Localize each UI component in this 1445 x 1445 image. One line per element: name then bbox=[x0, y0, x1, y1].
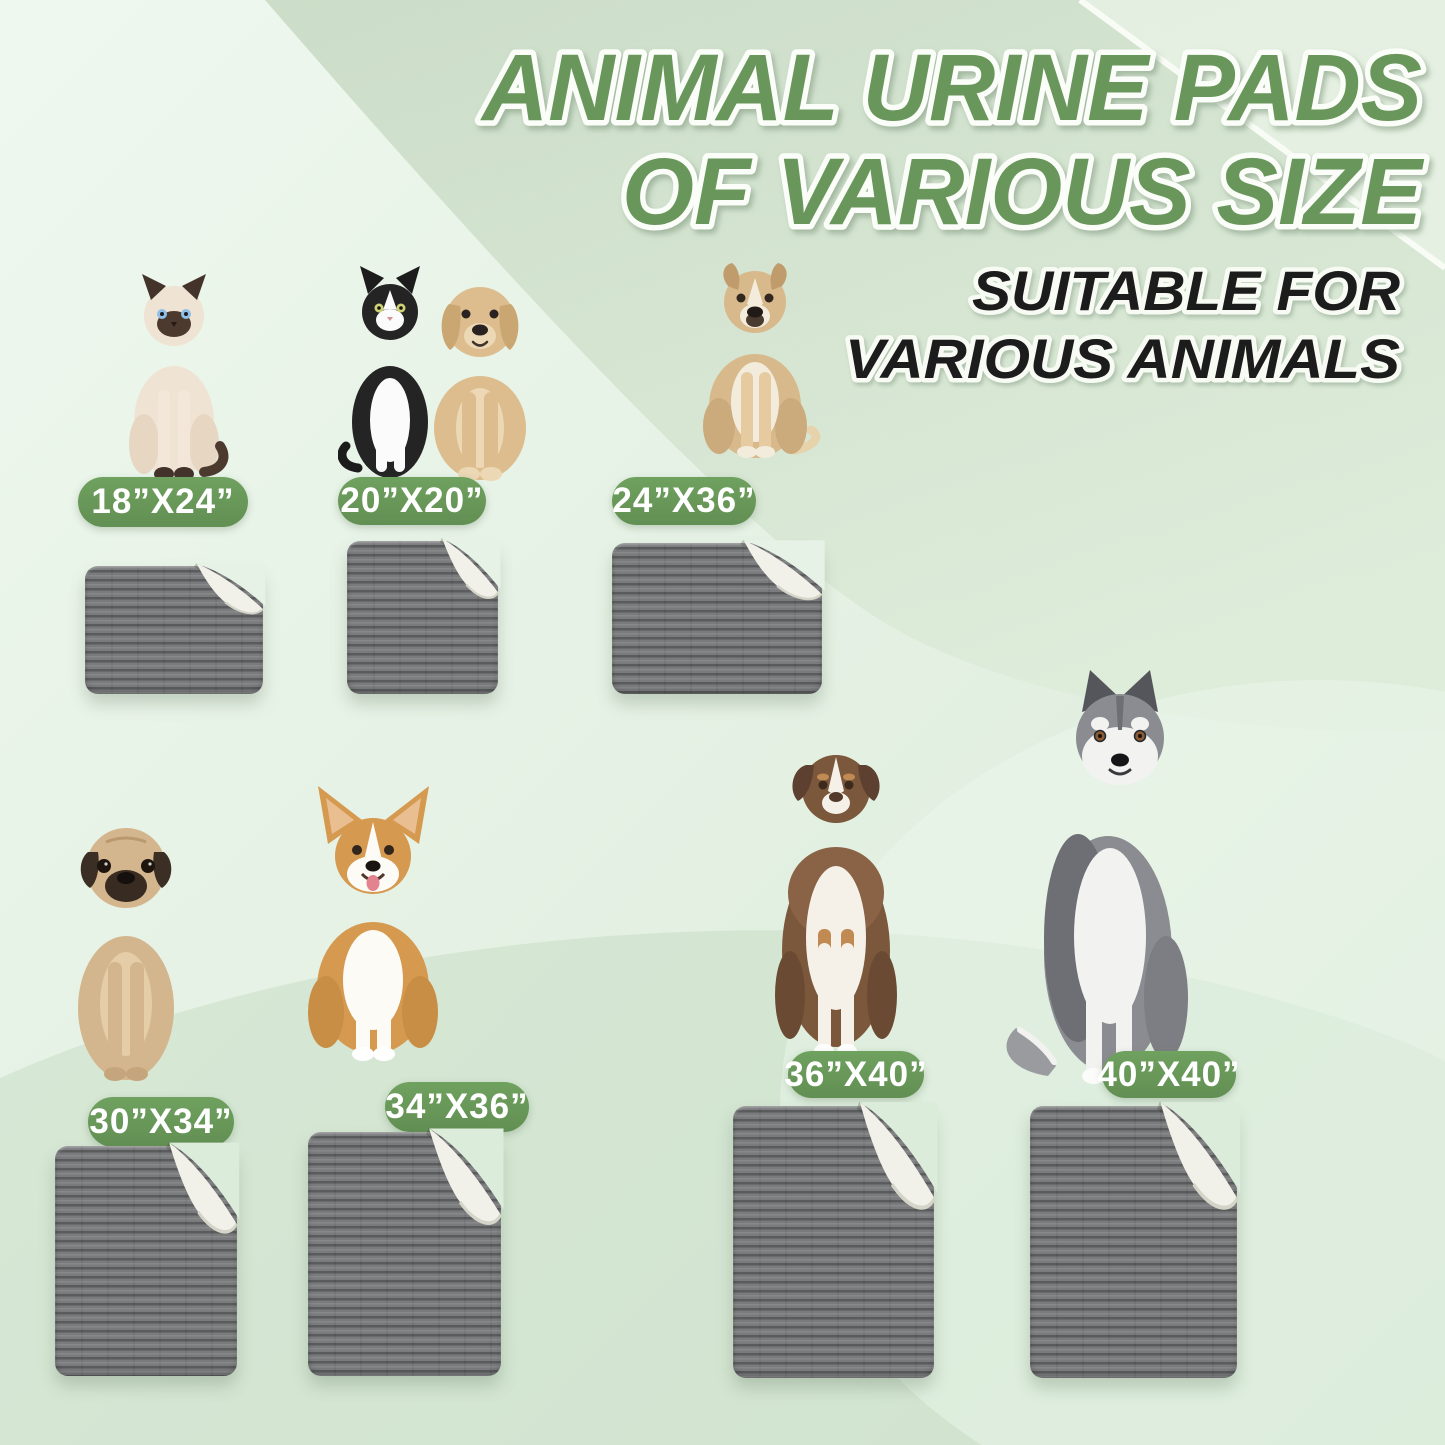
subtitle-line1: SUITABLE FOR bbox=[972, 259, 1401, 322]
folded-corner bbox=[740, 539, 825, 601]
folded-corner bbox=[426, 1127, 504, 1225]
size-label-34x36: 34”X36” bbox=[385, 1082, 529, 1132]
folded-corner bbox=[194, 563, 266, 615]
corgi-image bbox=[308, 786, 438, 1061]
background-sage-band bbox=[265, 0, 1445, 732]
size-label-40x40: 40”X40” bbox=[1097, 1051, 1240, 1098]
siberian-husky-image bbox=[1006, 670, 1188, 1084]
size-label-text: 18”X24” bbox=[91, 482, 235, 521]
headline: ANIMAL URINE PADS OF VARIOUS SIZE bbox=[475, 30, 1430, 251]
size-label-24x36: 24”X36” bbox=[612, 477, 756, 525]
siamese-cat-image bbox=[129, 274, 229, 481]
folded-corner bbox=[439, 537, 501, 599]
subtitle: SUITABLE FOR VARIOUS ANIMALS bbox=[841, 255, 1406, 395]
folded-corner bbox=[166, 1141, 240, 1234]
size-label-18x24: 18”X24” bbox=[78, 477, 248, 527]
pad-30x34-image bbox=[55, 1141, 240, 1376]
size-label-text: 30”X34” bbox=[89, 1102, 233, 1141]
pug-image bbox=[78, 828, 174, 1081]
size-label-text: 20”X20” bbox=[340, 481, 484, 520]
pad-40x40-image bbox=[1030, 1101, 1240, 1378]
pad-34x36-image bbox=[308, 1127, 504, 1376]
pad-36x40-image bbox=[733, 1101, 937, 1378]
folded-corner bbox=[856, 1101, 937, 1210]
cat-and-puppy-image bbox=[338, 266, 526, 481]
size-label-text: 34”X36” bbox=[385, 1087, 529, 1126]
size-label-text: 24”X36” bbox=[612, 481, 756, 520]
size-label-36x40: 36”X40” bbox=[784, 1051, 927, 1098]
size-label-30x34: 30”X34” bbox=[88, 1097, 234, 1147]
headline-line1: ANIMAL URINE PADS bbox=[480, 35, 1422, 141]
folded-corner bbox=[1156, 1101, 1240, 1210]
pad-24x36-image bbox=[612, 539, 825, 694]
pad-18x24-image bbox=[85, 563, 266, 694]
size-label-text: 36”X40” bbox=[784, 1054, 928, 1094]
pad-20x20-image bbox=[347, 537, 501, 694]
subtitle-line2: VARIOUS ANIMALS bbox=[845, 327, 1400, 390]
headline-line2: OF VARIOUS SIZE bbox=[622, 139, 1425, 245]
tan-white-dog-image bbox=[703, 263, 821, 458]
australian-shepherd-image bbox=[775, 755, 897, 1058]
background-corner-line bbox=[1078, 0, 1445, 271]
size-label-text: 40”X40” bbox=[1097, 1054, 1241, 1094]
size-label-20x20: 20”X20” bbox=[338, 477, 486, 525]
